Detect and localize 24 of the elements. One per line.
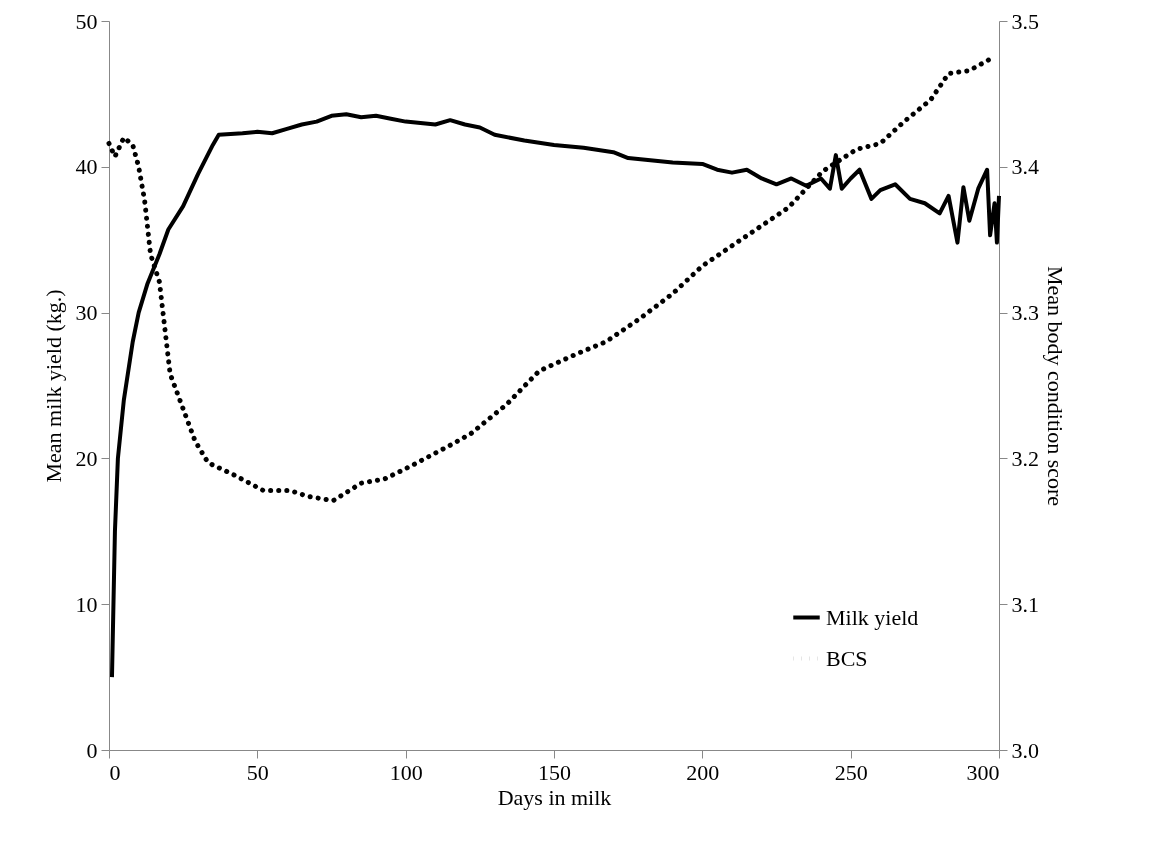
legend-label: BCS bbox=[826, 645, 868, 671]
x-tick-label: 50 bbox=[246, 759, 269, 785]
y2-tick-label: 3.3 bbox=[1011, 300, 1039, 326]
y2-axis-title: Mean body condition score bbox=[1043, 265, 1068, 507]
x-tick-label: 300 bbox=[966, 759, 1000, 785]
x-tick-label: 250 bbox=[834, 759, 868, 785]
y2-tick-label: 3.4 bbox=[1011, 154, 1039, 180]
y-tick-label: 0 bbox=[86, 737, 98, 763]
x-tick-label: 200 bbox=[686, 759, 720, 785]
x-tick-label: 100 bbox=[389, 759, 423, 785]
y2-tick-label: 3.0 bbox=[1011, 737, 1039, 763]
x-axis-title: Days in milk bbox=[497, 784, 612, 810]
y2-tick-label: 3.1 bbox=[1011, 591, 1039, 617]
y2-tick-label: 3.2 bbox=[1011, 445, 1039, 471]
y-tick-label: 50 bbox=[75, 8, 98, 34]
y2-tick-label: 3.5 bbox=[1011, 8, 1039, 34]
x-tick-label: 150 bbox=[538, 759, 571, 785]
y-tick-label: 30 bbox=[75, 300, 98, 326]
x-tick-label: 0 bbox=[109, 759, 121, 785]
y-tick-label: 20 bbox=[75, 445, 98, 471]
y-tick-label: 10 bbox=[75, 591, 98, 617]
y-tick-label: 40 bbox=[75, 154, 98, 180]
y-axis-title: Mean milk yield (kg.) bbox=[40, 289, 66, 483]
legend-label: Milk yield bbox=[826, 604, 919, 630]
